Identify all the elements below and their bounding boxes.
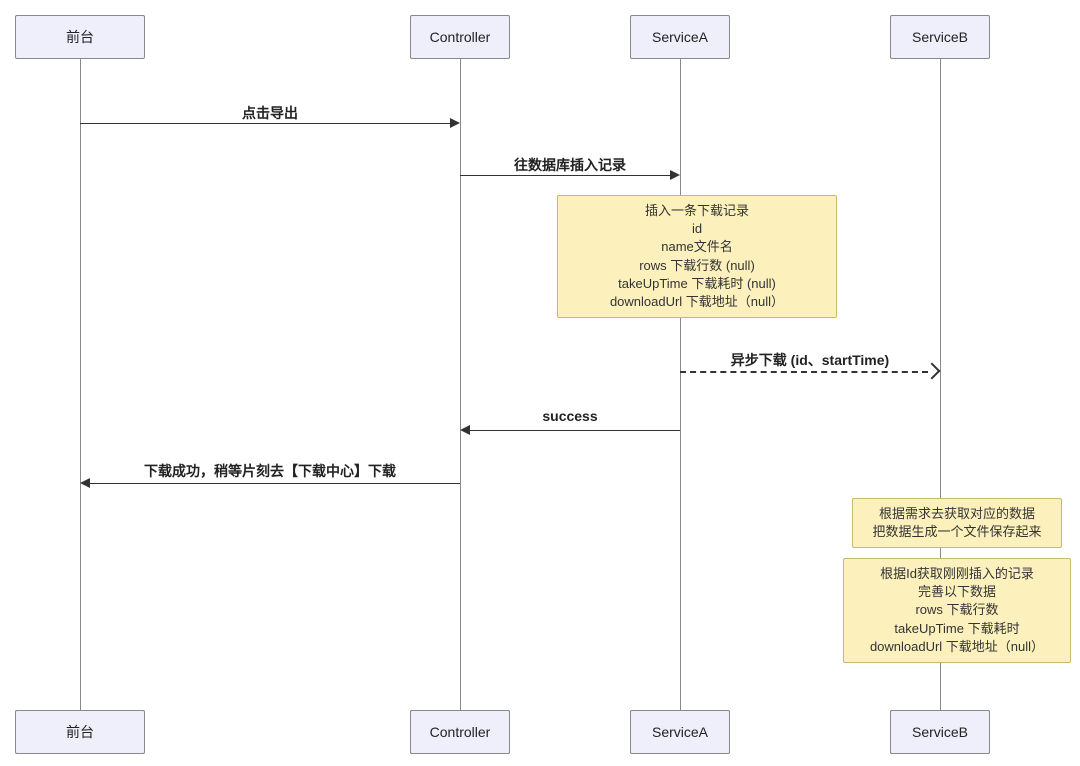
participant-controller-top: Controller — [410, 15, 510, 59]
message-line-m5 — [90, 483, 460, 484]
message-line-m3 — [680, 371, 928, 373]
participant-serviceb-bottom: ServiceB — [890, 710, 990, 754]
message-label-m3: 异步下载 (id、startTime) — [680, 350, 940, 370]
note-line: 把数据生成一个文件保存起来 — [863, 523, 1051, 541]
message-label-m2: 往数据库插入记录 — [460, 155, 680, 175]
participant-frontend-bottom: 前台 — [15, 710, 145, 754]
arrow-head-m1 — [450, 118, 460, 128]
note-n3: 根据Id获取刚刚插入的记录 完善以下数据 rows 下载行数 takeUpTim… — [843, 558, 1071, 663]
participant-servicea-bottom: ServiceA — [630, 710, 730, 754]
note-line: takeUpTime 下载耗时 (null) — [568, 275, 826, 293]
message-line-m1 — [80, 123, 451, 124]
note-line: 插入一条下载记录 — [568, 202, 826, 220]
note-line: name文件名 — [568, 238, 826, 256]
arrow-head-m5 — [80, 478, 90, 488]
lifeline-frontend — [80, 59, 81, 710]
participant-label: ServiceB — [912, 29, 968, 45]
message-label-m1: 点击导出 — [80, 103, 460, 123]
participant-label: ServiceA — [652, 29, 708, 45]
note-line: 完善以下数据 — [854, 583, 1060, 601]
note-line: id — [568, 220, 826, 238]
message-label-m4: success — [460, 408, 680, 424]
message-line-m4 — [470, 430, 680, 431]
message-label-m5: 下载成功，稍等片刻去【下载中心】下载 — [80, 461, 460, 481]
note-line: downloadUrl 下载地址（null） — [854, 638, 1060, 656]
note-line: 根据Id获取刚刚插入的记录 — [854, 565, 1060, 583]
participant-label: Controller — [430, 29, 491, 45]
participant-frontend-top: 前台 — [15, 15, 145, 59]
participant-serviceb-top: ServiceB — [890, 15, 990, 59]
participant-label: ServiceA — [652, 724, 708, 740]
note-line: 根据需求去获取对应的数据 — [863, 505, 1051, 523]
lifeline-servicea — [680, 59, 681, 710]
note-n2: 根据需求去获取对应的数据 把数据生成一个文件保存起来 — [852, 498, 1062, 548]
participant-label: ServiceB — [912, 724, 968, 740]
participant-label: Controller — [430, 724, 491, 740]
note-line: downloadUrl 下载地址（null） — [568, 293, 826, 311]
participant-label: 前台 — [66, 722, 94, 742]
note-line: rows 下载行数 — [854, 601, 1060, 619]
note-n1: 插入一条下载记录 id name文件名 rows 下载行数 (null) tak… — [557, 195, 837, 318]
note-line: takeUpTime 下载耗时 — [854, 620, 1060, 638]
message-line-m2 — [460, 175, 671, 176]
participant-servicea-top: ServiceA — [630, 15, 730, 59]
participant-label: 前台 — [66, 27, 94, 47]
arrow-head-m4 — [460, 425, 470, 435]
participant-controller-bottom: Controller — [410, 710, 510, 754]
arrow-head-m2 — [670, 170, 680, 180]
note-line: rows 下载行数 (null) — [568, 257, 826, 275]
